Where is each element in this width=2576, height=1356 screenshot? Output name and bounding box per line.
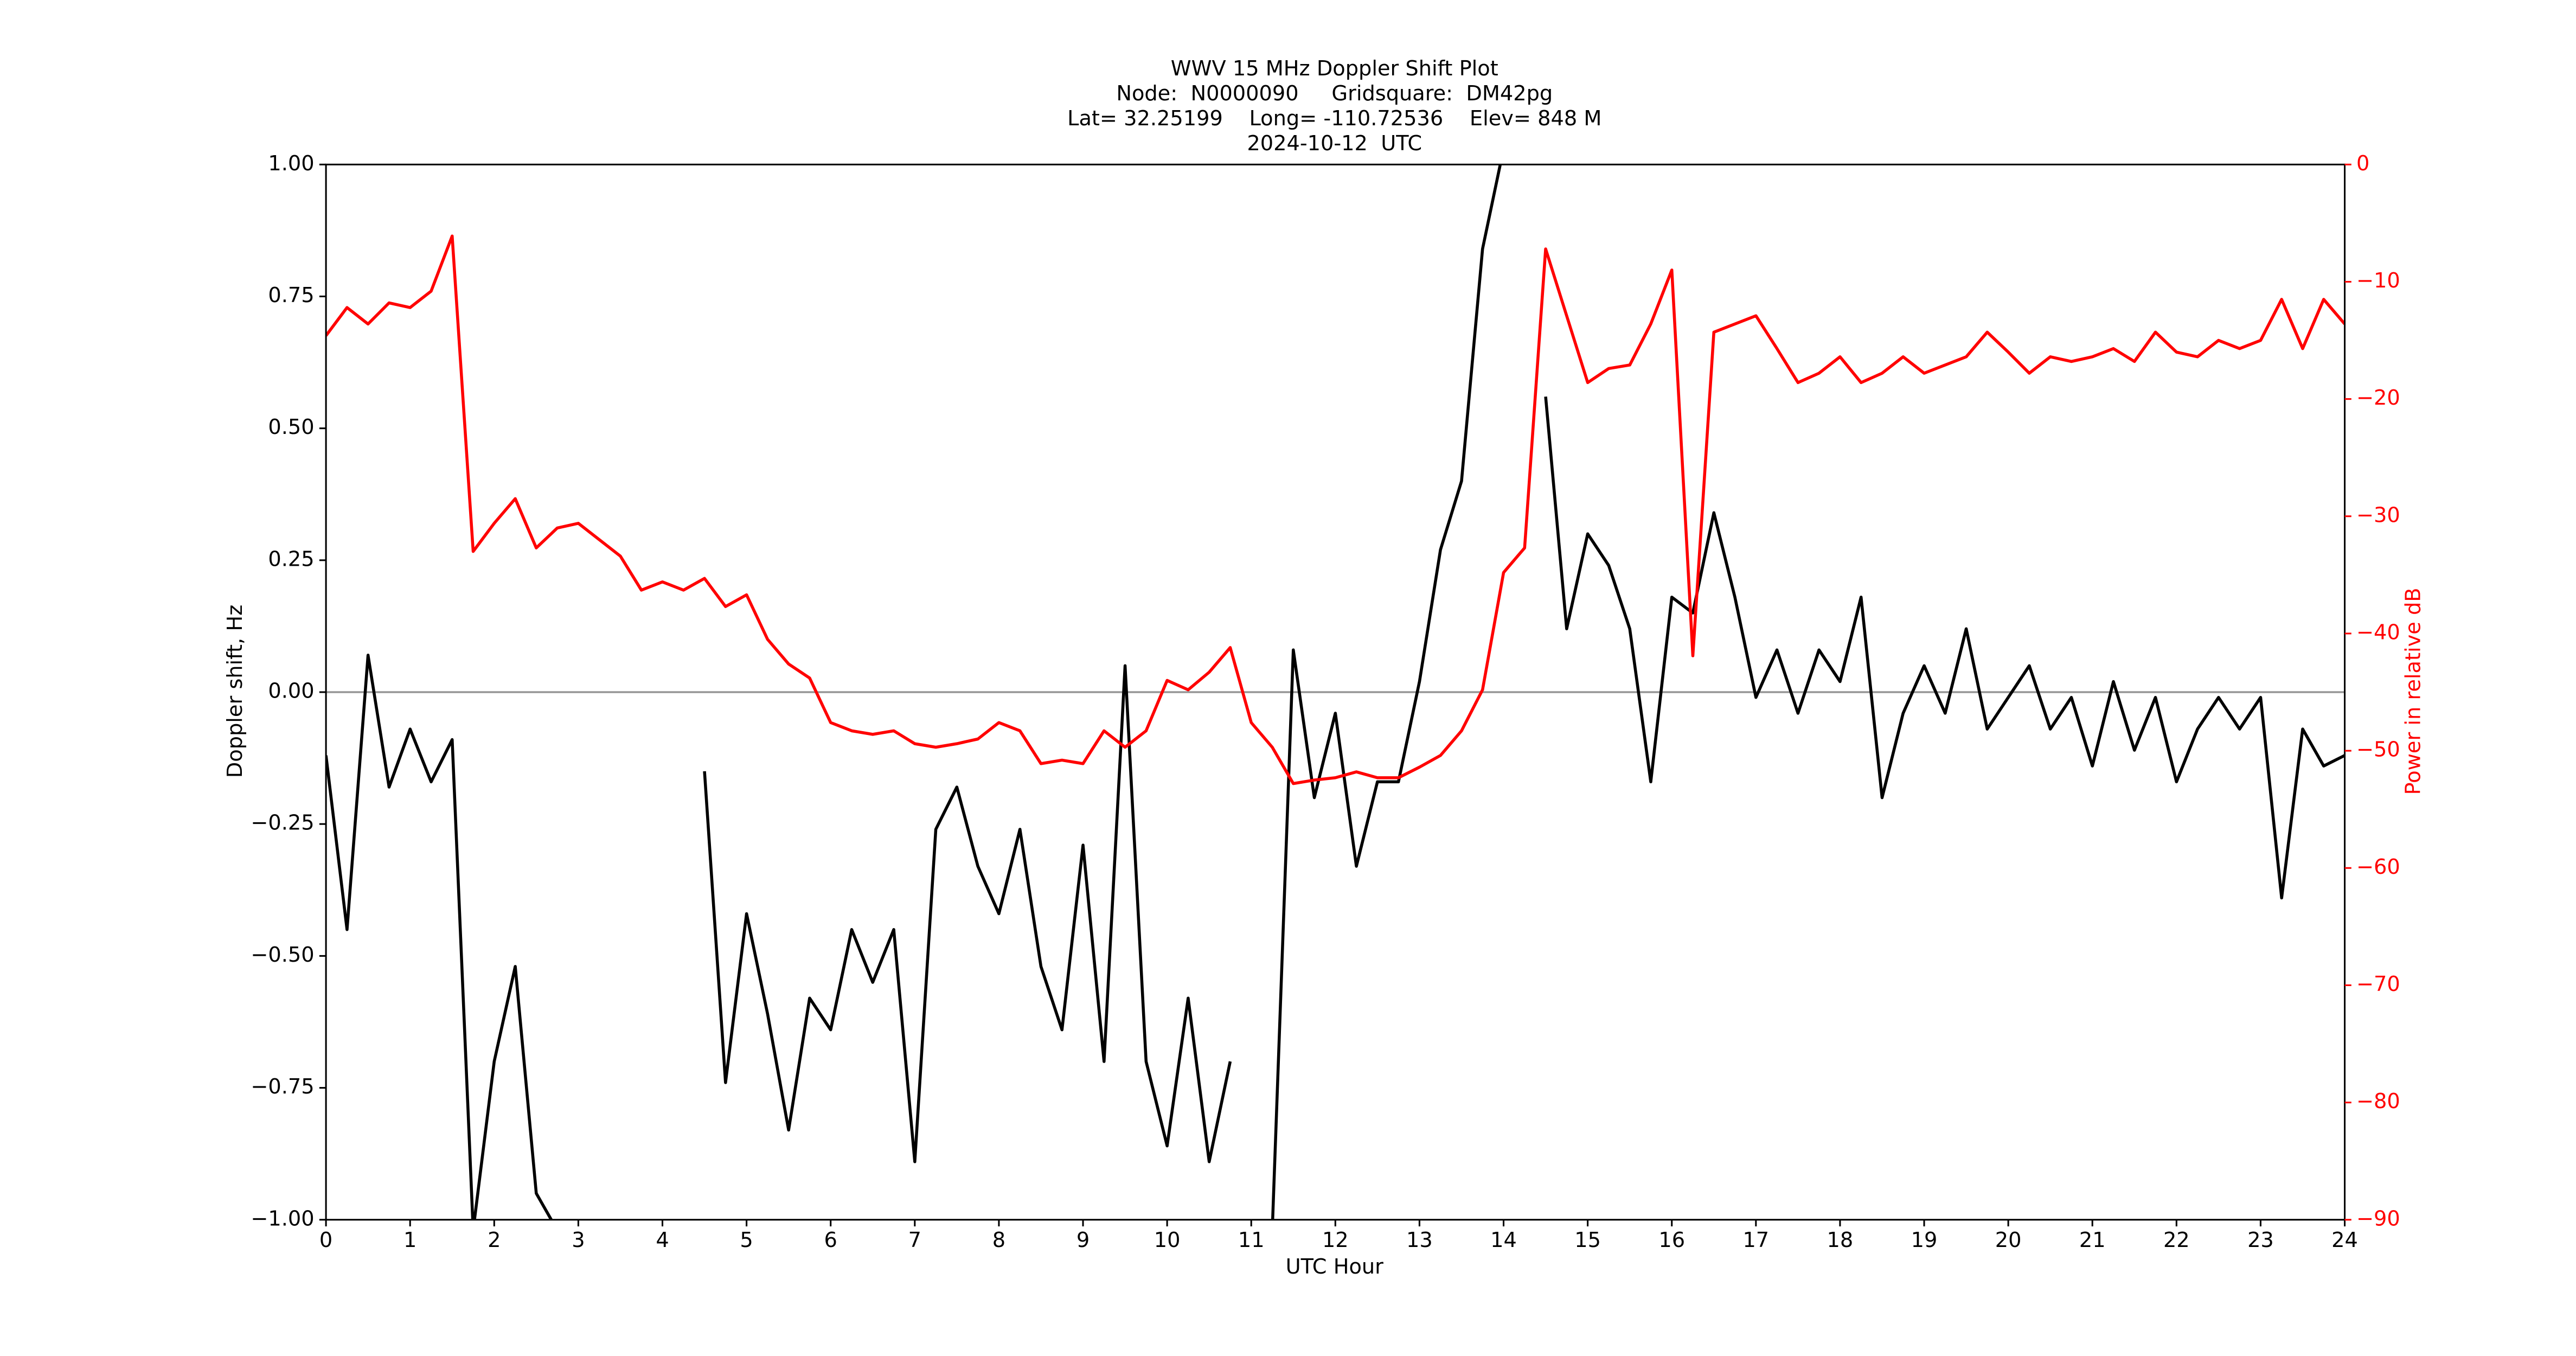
y2-tick-label: −70 [2356,972,2400,996]
chart-title: Node: N0000090 Gridsquare: DM42pg [1116,81,1553,106]
y-tick-label: −0.25 [251,811,314,835]
x-tick-label: 19 [1911,1228,1938,1252]
y-tick-label: −0.50 [251,943,314,967]
y-tick-label: −0.75 [251,1074,314,1099]
x-tick-label: 7 [908,1228,921,1252]
x-tick-label: 2 [488,1228,501,1252]
x-tick-label: 6 [824,1228,837,1252]
y2-tick-label: −30 [2356,503,2400,527]
y2-tick-label: −90 [2356,1206,2400,1231]
y-tick-label: −1.00 [251,1206,314,1231]
chart-title: 2024-10-12 UTC [1247,131,1422,156]
chart-title: WWV 15 MHz Doppler Shift Plot [1171,56,1498,81]
y2-tick-label: −60 [2356,855,2400,879]
y2-tick-label: −20 [2356,386,2400,410]
y2-tick-label: −50 [2356,738,2400,762]
y-tick-label: 0.75 [268,283,314,308]
y-tick-label: 0.00 [268,679,314,703]
x-tick-label: 14 [1490,1228,1517,1252]
x-tick-label: 8 [992,1228,1005,1252]
x-tick-label: 1 [403,1228,416,1252]
y-axis-label: Doppler shift, Hz [223,605,247,778]
x-tick-label: 20 [1995,1228,2022,1252]
plot-frame [325,163,2346,1221]
x-axis-label: UTC Hour [1286,1255,1384,1279]
x-tick-label: 5 [740,1228,753,1252]
x-tick-label: 12 [1322,1228,1349,1252]
y2-tick-label: −10 [2356,268,2400,293]
y2-tick-label: −80 [2356,1089,2400,1114]
x-tick-label: 18 [1827,1228,1854,1252]
y2-axis-label: Power in relative dB [2401,587,2426,795]
y-tick-label: 0.50 [268,415,314,439]
y2-tick-label: −40 [2356,620,2400,644]
x-tick-label: 15 [1574,1228,1601,1252]
y2-tick-label: 0 [2356,151,2369,176]
data-line [326,164,2345,1220]
x-tick-label: 23 [2247,1228,2274,1252]
x-tick-label: 24 [2331,1228,2358,1252]
y-tick-label: 1.00 [268,151,314,176]
x-tick-label: 0 [319,1228,332,1252]
x-tick-label: 13 [1406,1228,1433,1252]
x-tick-label: 21 [2079,1228,2106,1252]
x-tick-label: 10 [1154,1228,1181,1252]
x-tick-label: 3 [572,1228,585,1252]
chart-title: Lat= 32.25199 Long= -110.72536 Elev= 848… [1067,106,1601,131]
x-tick-label: 17 [1742,1228,1769,1252]
x-tick-label: 9 [1076,1228,1090,1252]
y-tick-label: 0.25 [268,547,314,571]
x-tick-label: 22 [2163,1228,2190,1252]
x-tick-label: 16 [1658,1228,1685,1252]
data-line [326,234,2345,785]
x-tick-label: 11 [1238,1228,1265,1252]
x-tick-label: 4 [656,1228,669,1252]
